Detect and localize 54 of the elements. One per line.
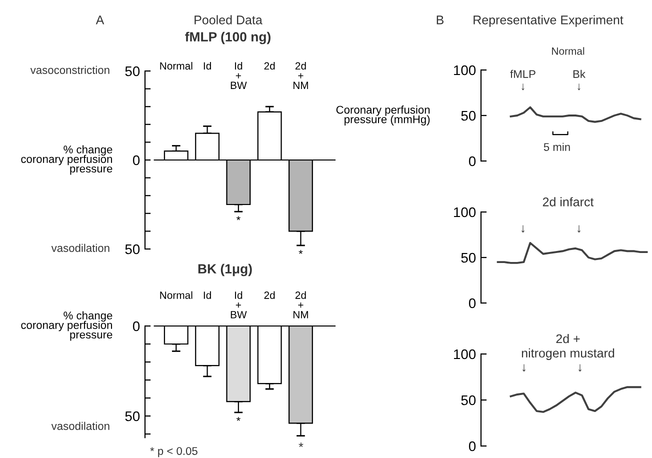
text: vasoconstriction xyxy=(30,66,110,74)
x-tick-label: 2d + NM xyxy=(293,291,308,318)
annotation: ↓ xyxy=(522,364,526,372)
x-tick-label: Id + BW xyxy=(230,62,247,89)
annotation: fMLP ↓ xyxy=(510,70,536,90)
chart-title: 2d infarct xyxy=(542,197,594,206)
x-tick-label: 2d + NM xyxy=(293,62,308,89)
chart-title: 2d + nitrogen mustard xyxy=(522,334,614,360)
y-tick-label: 50 xyxy=(125,244,140,254)
annotation: * xyxy=(236,216,240,220)
y-tick-label: 0 xyxy=(468,298,476,308)
chart-subtitle: Normal xyxy=(552,47,584,55)
annotation: ↓ xyxy=(578,225,580,233)
line-series xyxy=(510,386,642,413)
y-tick-label: 0 xyxy=(468,156,476,166)
y-axis-title: % change coronary perfusion pressure xyxy=(21,145,112,175)
annotation: * xyxy=(298,250,303,254)
x-tick-label: Id + BW xyxy=(230,291,247,318)
y-axis-title: % change coronary perfusion pressure xyxy=(21,311,112,341)
x-tick-label: 2d xyxy=(264,291,275,299)
annotation: Bk ↓ xyxy=(573,70,586,90)
chart-subtitle: fMLP (100 ng) xyxy=(185,32,270,44)
x-tick-label: Normal xyxy=(160,291,192,299)
line-series xyxy=(496,242,648,264)
y-tick-label: 100 xyxy=(454,65,476,76)
text: A xyxy=(96,16,104,24)
text: vasodilation xyxy=(51,422,110,430)
chart-title: Pooled Data xyxy=(194,15,262,24)
annotation: 5 min xyxy=(544,142,570,151)
y-tick-label: 0 xyxy=(468,441,476,452)
y-tick-label: 0 xyxy=(132,155,140,166)
line-series xyxy=(510,106,642,123)
annotation: * xyxy=(236,416,240,421)
y-tick-label: 100 xyxy=(454,207,476,218)
y-tick-label: 100 xyxy=(454,349,476,360)
x-tick-label: 2d xyxy=(264,62,275,70)
y-tick-label: 50 xyxy=(461,110,476,121)
text: B xyxy=(436,16,444,24)
annotation: ↓ xyxy=(578,364,582,372)
y-tick-label: 50 xyxy=(461,252,476,263)
x-tick-label: Id xyxy=(204,291,211,299)
chart-title: Representative Experiment xyxy=(474,15,624,27)
text: * xyxy=(298,442,304,448)
y-tick-label: 0 xyxy=(132,321,140,332)
x-tick-label: Id xyxy=(204,62,211,70)
y-axis-title: Coronary perfusion pressure (mmHg) xyxy=(336,106,430,126)
chart-title: BK (1μg) xyxy=(198,264,252,276)
y-tick-label: 50 xyxy=(125,66,140,76)
annotation: ↓ xyxy=(522,225,524,233)
y-tick-label: 50 xyxy=(461,395,476,406)
y-tick-label: 50 xyxy=(125,411,140,422)
x-tick-label: Normal xyxy=(160,62,192,70)
text: * p < 0.05 xyxy=(150,447,198,458)
text: vasodilation xyxy=(51,244,110,252)
